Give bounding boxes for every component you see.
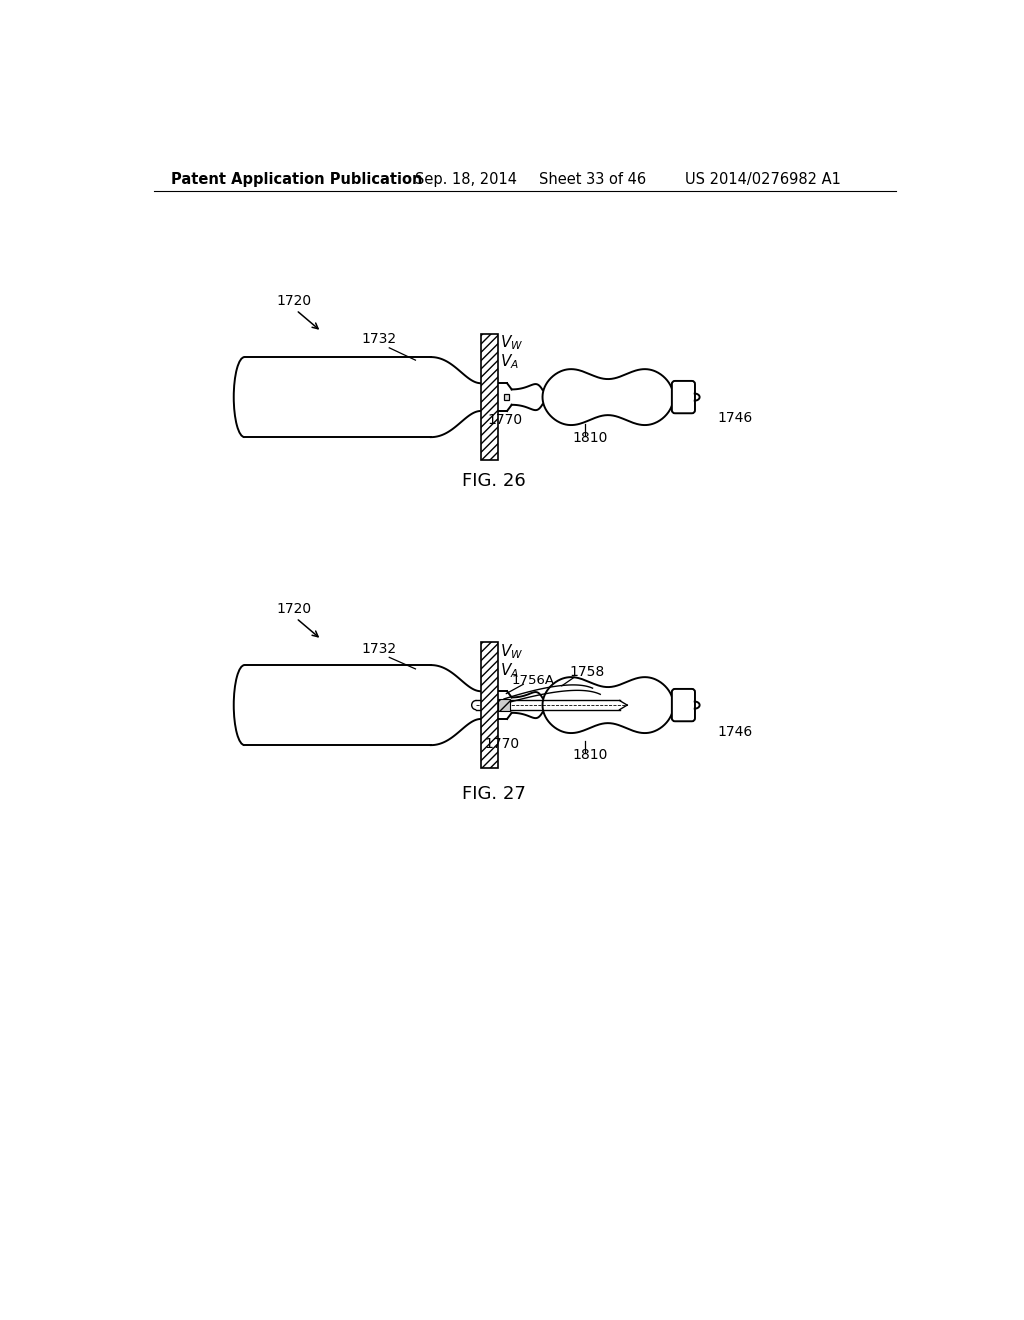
Text: 1810: 1810 xyxy=(572,748,608,762)
Polygon shape xyxy=(543,677,674,733)
Bar xyxy=(498,700,510,711)
Text: 1770: 1770 xyxy=(484,737,520,751)
Text: US 2014/0276982 A1: US 2014/0276982 A1 xyxy=(685,173,841,187)
Text: 1770: 1770 xyxy=(487,413,523,428)
Text: Sheet 33 of 46: Sheet 33 of 46 xyxy=(539,173,646,187)
Text: $V_A$: $V_A$ xyxy=(500,661,519,680)
Text: FIG. 26: FIG. 26 xyxy=(462,471,525,490)
Text: 1756A: 1756A xyxy=(512,673,555,686)
Polygon shape xyxy=(543,370,674,425)
Bar xyxy=(481,642,498,768)
Text: 1732: 1732 xyxy=(361,642,396,656)
Text: Patent Application Publication: Patent Application Publication xyxy=(171,173,422,187)
Text: 1720: 1720 xyxy=(276,294,312,308)
Text: 1720: 1720 xyxy=(276,602,312,615)
Text: $V_W$: $V_W$ xyxy=(500,643,523,661)
FancyBboxPatch shape xyxy=(672,689,695,721)
Bar xyxy=(481,642,498,768)
Text: 1746: 1746 xyxy=(717,411,753,425)
FancyBboxPatch shape xyxy=(672,381,695,413)
Text: 1810: 1810 xyxy=(572,430,608,445)
Text: FIG. 27: FIG. 27 xyxy=(462,785,525,803)
Text: 1758: 1758 xyxy=(569,665,605,678)
Bar xyxy=(481,334,498,461)
Text: 1732: 1732 xyxy=(361,333,396,346)
Bar xyxy=(481,334,498,461)
Bar xyxy=(504,395,509,400)
Text: 1746: 1746 xyxy=(717,725,753,739)
Bar xyxy=(504,702,509,708)
Text: $V_W$: $V_W$ xyxy=(500,333,523,351)
Text: Sep. 18, 2014: Sep. 18, 2014 xyxy=(416,173,517,187)
Text: $V_A$: $V_A$ xyxy=(500,352,519,371)
